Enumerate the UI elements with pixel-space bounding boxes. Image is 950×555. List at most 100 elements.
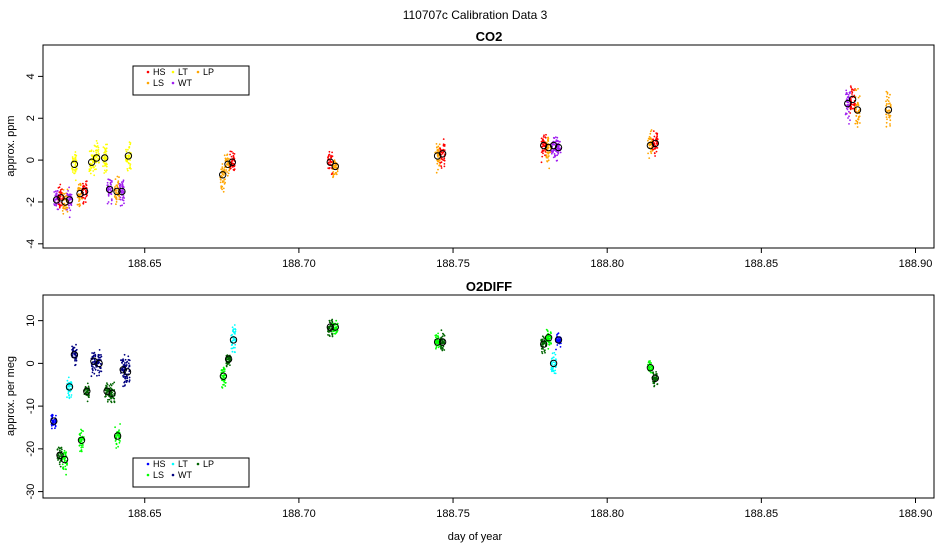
co2-data-point — [82, 188, 85, 191]
o2diff-data-point — [63, 460, 66, 463]
o2diff-data-point — [64, 465, 67, 468]
co2-data-point — [105, 157, 108, 160]
co2-data-point — [889, 104, 892, 106]
co2-data-point — [104, 148, 107, 151]
co2-data-point — [847, 94, 850, 96]
co2-data-point — [553, 137, 556, 140]
o2diff-data-point — [70, 394, 73, 396]
o2diff-x-tick-label: 188.85 — [745, 508, 779, 520]
o2diff-data-point — [113, 381, 116, 384]
o2diff-data-point — [121, 368, 123, 370]
co2-data-point — [55, 204, 58, 207]
o2diff-data-point — [109, 387, 112, 389]
o2diff-data-point — [551, 352, 554, 355]
o2diff-group-mean-marker — [540, 340, 548, 348]
o2diff-group-mean-marker — [549, 359, 558, 368]
co2-data-point — [127, 156, 130, 159]
co2-data-point — [857, 118, 859, 120]
co2-data-point — [106, 202, 109, 205]
co2-group-mean-marker — [57, 194, 65, 202]
co2-data-point — [649, 130, 652, 133]
o2diff-y-tick-label: -10 — [25, 398, 37, 414]
co2-data-point — [438, 143, 441, 146]
co2-data-point — [849, 91, 851, 93]
co2-data-point — [544, 151, 547, 153]
co2-data-point — [540, 161, 543, 164]
co2-data-point — [121, 197, 124, 199]
co2-data-point — [69, 198, 71, 201]
o2diff-legend-marker — [171, 473, 175, 477]
o2diff-data-point — [59, 465, 62, 468]
o2diff-data-point — [80, 449, 83, 451]
o2diff-data-point — [115, 447, 118, 449]
o2diff-data-point — [80, 432, 83, 434]
co2-plot-frame — [42, 44, 935, 249]
o2diff-group-mean-marker — [70, 351, 79, 359]
o2diff-group-mean-marker — [103, 387, 111, 395]
co2-group-mean-marker — [554, 143, 563, 152]
co2-data-point — [548, 167, 551, 170]
o2diff-data-point — [127, 362, 130, 365]
co2-group-mean-marker — [646, 141, 655, 150]
co2-data-point — [887, 96, 890, 99]
o2diff-data-point — [118, 441, 121, 444]
co2-data-point — [226, 153, 229, 156]
o2diff-data-point — [328, 327, 330, 330]
co2-data-point — [113, 195, 116, 198]
co2-data-point — [82, 201, 85, 203]
co2-data-point — [329, 159, 332, 162]
co2-group-mean-marker — [844, 99, 852, 108]
co2-data-point — [96, 142, 99, 145]
o2diff-data-point — [118, 434, 121, 437]
co2-group-mean-marker — [228, 158, 237, 166]
o2diff-group-mean-marker — [331, 323, 339, 331]
co2-data-point — [107, 201, 110, 203]
co2-data-point — [332, 175, 335, 178]
o2diff-data-point — [125, 379, 128, 382]
co2-group-mean-marker — [88, 158, 96, 166]
co2-data-point — [97, 149, 100, 151]
o2diff-data-point — [552, 370, 555, 373]
co2-data-point — [885, 100, 887, 103]
o2diff-data-point — [70, 381, 73, 383]
o2diff-data-point — [122, 376, 125, 378]
co2-data-point — [232, 162, 235, 165]
co2-data-point — [336, 170, 339, 173]
co2-data-point — [556, 139, 559, 142]
co2-data-point — [66, 188, 69, 191]
co2-data-point — [74, 170, 77, 173]
co2-data-point — [95, 156, 98, 159]
o2diff-data-point — [74, 352, 77, 355]
o2diff-data-point — [96, 374, 98, 377]
o2diff-legend-marker — [146, 462, 150, 466]
o2diff-x-label: day of year — [448, 531, 503, 543]
o2diff-data-point — [68, 397, 71, 400]
co2-data-point — [221, 166, 224, 169]
co2-data-point — [88, 168, 91, 171]
o2diff-data-point — [58, 455, 61, 458]
o2diff-data-point — [110, 390, 113, 393]
o2diff-data-point — [124, 384, 126, 386]
o2diff-data-point — [81, 429, 83, 432]
co2-data-point — [73, 172, 75, 175]
co2-data-point — [650, 129, 653, 131]
o2diff-data-point — [559, 346, 562, 348]
o2diff-data-point — [234, 328, 237, 331]
co2-data-point — [547, 159, 550, 162]
o2diff-data-point — [80, 444, 83, 447]
o2diff-data-point — [64, 453, 67, 456]
co2-data-point — [103, 152, 105, 154]
o2diff-x-tick-label: 188.70 — [282, 508, 316, 520]
o2diff-data-point — [123, 381, 126, 384]
o2diff-data-point — [541, 335, 544, 338]
co2-group-mean-marker — [433, 152, 442, 160]
co2-data-point — [435, 171, 438, 174]
co2-data-point — [552, 142, 554, 145]
o2diff-data-point — [87, 385, 90, 388]
o2diff-data-point — [653, 377, 656, 380]
o2diff-data-point — [234, 339, 237, 342]
o2diff-y-tick-label: 0 — [25, 360, 37, 366]
o2diff-data-point — [109, 393, 112, 395]
o2diff-points — [50, 318, 659, 476]
o2diff-data-point — [649, 360, 651, 362]
